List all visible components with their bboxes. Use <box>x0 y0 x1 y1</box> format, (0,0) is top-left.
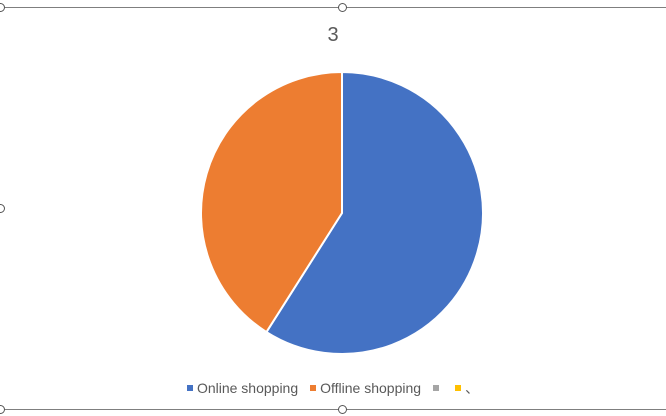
pie-slice-0[interactable] <box>265 70 484 355</box>
resize-handle-bottom-center[interactable] <box>338 405 347 414</box>
chart-legend: Online shopping Offline shopping 、 <box>0 378 666 398</box>
legend-swatch-0 <box>186 385 193 392</box>
resize-handle-top-center[interactable] <box>338 3 347 12</box>
legend-label-1: Offline shopping <box>320 380 422 396</box>
legend-item-2[interactable] <box>433 380 443 396</box>
resize-handle-middle-left[interactable] <box>0 204 5 213</box>
chart-title: 3 <box>327 24 339 46</box>
legend-swatch-3 <box>455 385 462 392</box>
legend-item-0[interactable]: Online shopping <box>186 380 299 396</box>
chart-border-bottom <box>0 409 666 410</box>
legend-label-0: Online shopping <box>196 380 299 396</box>
legend-swatch-2 <box>433 385 440 392</box>
legend-label-3: 、 <box>465 380 480 396</box>
resize-handle-top-left[interactable] <box>0 3 5 12</box>
legend-swatch-1 <box>310 385 317 392</box>
chart-border-top <box>0 7 666 8</box>
pie-slice-1[interactable] <box>200 70 343 334</box>
legend-item-1[interactable]: Offline shopping <box>310 380 421 396</box>
resize-handle-bottom-left[interactable] <box>0 405 5 414</box>
legend-item-3[interactable]: 、 <box>455 378 479 398</box>
